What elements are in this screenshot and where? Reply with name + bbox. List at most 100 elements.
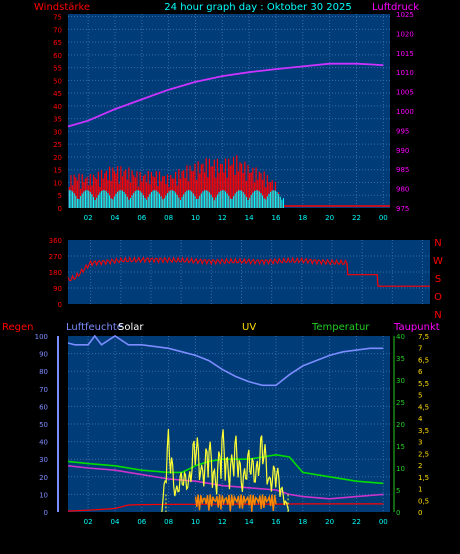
- temperature-tick: 30: [396, 377, 405, 385]
- uv-tick: 6: [418, 368, 423, 376]
- time-tick: 14: [245, 518, 254, 526]
- uv-tick: 5,5: [418, 380, 429, 388]
- humidity-tick: 30: [39, 456, 48, 464]
- uv-tick: 3: [418, 439, 422, 447]
- direction-tick: 180: [49, 269, 62, 277]
- solar-label: Solar: [118, 322, 144, 333]
- wind-tick: 10: [53, 179, 62, 187]
- wind-tick: 65: [53, 39, 62, 47]
- time-tick: 22: [352, 518, 361, 526]
- time-tick: 04: [110, 518, 119, 526]
- compass-label: N: [434, 310, 441, 321]
- uv-label: UV: [242, 322, 256, 333]
- time-tick: 16: [271, 214, 280, 222]
- time-tick: 10: [191, 518, 200, 526]
- temperature-tick: 10: [396, 465, 405, 473]
- wind-tick: 5: [58, 192, 62, 200]
- time-tick: 14: [245, 214, 254, 222]
- time-tick: 10: [191, 214, 200, 222]
- humidity-axis-ticks: 0 10 20 30 40 50 60 70 80 90 100: [35, 333, 59, 517]
- compass-label: W: [433, 256, 443, 267]
- chart-title: 24 hour graph day : Oktober 30 2025: [164, 2, 351, 13]
- humidity-tick: 0: [44, 509, 48, 517]
- humidity-tick: 50: [39, 421, 48, 429]
- pressure-tick: 1025: [396, 11, 414, 19]
- wind-tick: 70: [53, 26, 62, 34]
- uv-tick: 0,5: [418, 497, 429, 505]
- time-axis-ticks-1: 02 04 06 08 10 12 14 16 18 20 22 00: [84, 214, 388, 222]
- time-tick: 04: [110, 214, 119, 222]
- pressure-tick: 995: [396, 127, 409, 135]
- time-tick: 02: [84, 518, 93, 526]
- direction-tick: 270: [49, 253, 62, 261]
- temperature-tick: 25: [396, 399, 405, 407]
- time-tick: 12: [218, 518, 227, 526]
- pressure-tick: 1015: [396, 50, 414, 58]
- temperature-line: [67, 453, 384, 485]
- time-tick: 22: [352, 214, 361, 222]
- dewpoint-line: [67, 465, 384, 500]
- series-3: [67, 334, 384, 513]
- regen-label: Regen: [2, 322, 34, 333]
- compass-label: O: [434, 292, 442, 303]
- temperature-tick: 5: [396, 487, 400, 495]
- pressure-axis-title: Luftdruck: [372, 2, 419, 13]
- uv-tick: 6,5: [418, 356, 429, 364]
- pressure-tick: 980: [396, 186, 409, 194]
- pressure-tick: 975: [396, 205, 409, 213]
- grid-3: [68, 336, 390, 512]
- luftfeuchte-label: Luftfeuchte: [66, 322, 123, 333]
- solar-trace: [161, 428, 290, 513]
- time-tick: 06: [137, 214, 146, 222]
- uv-tick: 7: [418, 345, 422, 353]
- grid-2: [68, 240, 430, 304]
- wind-tick: 75: [53, 14, 62, 22]
- humidity-tick: 80: [39, 368, 48, 376]
- humidity-tick: 20: [39, 474, 48, 482]
- pressure-tick: 1010: [396, 69, 414, 77]
- uv-tick: 3,5: [418, 427, 429, 435]
- compass-label: S: [435, 274, 441, 285]
- temperature-axis-ticks: 0 5 10 15 20 25 30 35 40: [393, 333, 405, 517]
- direction-tick: 0: [58, 301, 62, 309]
- time-tick: 06: [137, 518, 146, 526]
- temperature-tick: 0: [396, 509, 400, 517]
- pressure-tick: 985: [396, 166, 409, 174]
- uv-axis-ticks: 0 0,5 1 1,5 2 2,5 3 3,5 4 4,5 5 5,5 6 6,5 7 7,5: [418, 333, 429, 517]
- taupunkt-label: Taupunkt: [393, 322, 440, 333]
- uv-tick: 1,5: [418, 474, 429, 482]
- time-tick: 18: [298, 214, 307, 222]
- temperatur-label: Temperatur: [311, 322, 370, 333]
- series-1: [67, 62, 390, 208]
- time-tick: 20: [325, 214, 334, 222]
- humidity-tick: 40: [39, 439, 48, 447]
- uv-tick: 4: [418, 415, 423, 423]
- wind-tick: 60: [53, 52, 62, 60]
- wind-tick: 0: [58, 205, 62, 213]
- pressure-tick: 990: [396, 147, 409, 155]
- temperature-tick: 20: [396, 421, 405, 429]
- temperature-tick: 35: [396, 355, 405, 363]
- uv-tick: 7,5: [418, 333, 429, 341]
- uv-trace: [194, 494, 277, 512]
- uv-tick: 4,5: [418, 403, 429, 411]
- humidity-tick: 70: [39, 386, 48, 394]
- compass-label: N: [434, 238, 441, 249]
- direction-tick: 90: [53, 285, 62, 293]
- humidity-tick: 100: [35, 333, 48, 341]
- uv-tick: 1: [418, 486, 422, 494]
- pressure-tick: 1005: [396, 89, 414, 97]
- uv-tick: 5: [418, 392, 422, 400]
- humidity-tick: 90: [39, 351, 48, 359]
- time-tick: 20: [325, 518, 334, 526]
- direction-tail: [346, 263, 430, 287]
- wind-tick: 55: [53, 65, 62, 73]
- temperature-tick: 40: [396, 333, 405, 341]
- temperature-tick: 15: [396, 443, 405, 451]
- direction-axis-ticks: 0 90 180 270 360: [49, 237, 62, 309]
